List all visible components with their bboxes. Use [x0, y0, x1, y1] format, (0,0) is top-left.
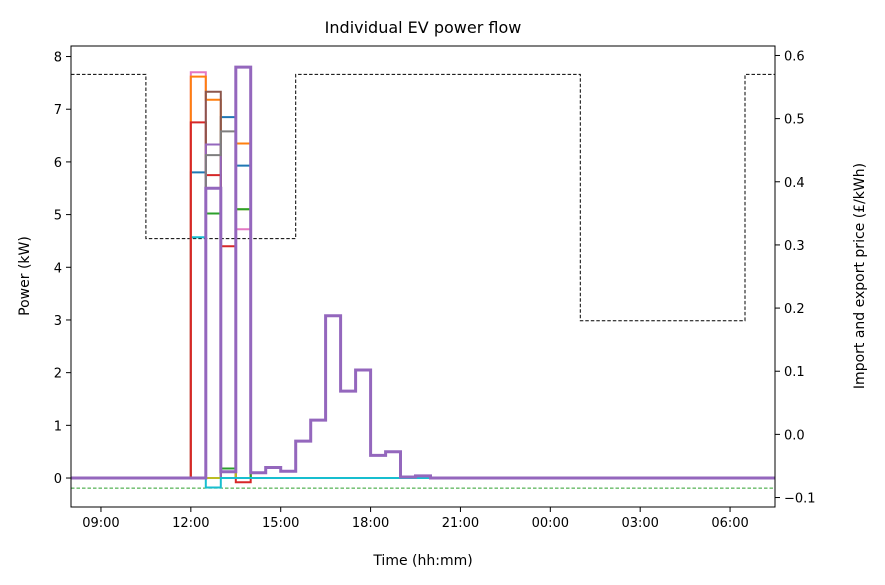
- y-tick-label: 2: [54, 367, 62, 382]
- x-tick-label: 18:00: [352, 516, 389, 531]
- x-tick-label: 21:00: [442, 516, 479, 531]
- plot-frame: [70, 45, 776, 508]
- x-tick-label: 00:00: [532, 516, 569, 531]
- x-axis: 09:00 12:00 15:00 18:00 21:00 00:00 03:00 06:00: [82, 507, 749, 531]
- y2-tick-label: 0.1: [784, 365, 805, 380]
- y-tick-label: 3: [54, 314, 62, 329]
- plot-area: [71, 65, 775, 489]
- x-tick-label: 06:00: [711, 516, 748, 531]
- y2-tick-label: 0.0: [784, 428, 805, 443]
- y-axis-right: −0.1 0.0 0.1 0.2 0.3 0.4 0.5 0.6: [775, 49, 816, 507]
- y2-tick-label: 0.3: [784, 239, 805, 254]
- import-price-line: [71, 73, 775, 322]
- ev-power-series-12: [71, 65, 775, 480]
- y-axis-left: 0 1 2 3 4 5 6 7 8: [54, 51, 71, 487]
- y2-tick-label: 0.5: [784, 113, 805, 128]
- x-tick-label: 12:00: [172, 516, 209, 531]
- y-tick-label: 0: [54, 472, 62, 487]
- ev-power-series-3: [71, 71, 775, 479]
- ev-power-series-9: [71, 208, 775, 479]
- y2-axis-label: Import and export price (£/kWh): [852, 163, 868, 389]
- ev-power-series-7: [71, 143, 775, 479]
- y2-tick-label: −0.1: [784, 492, 816, 507]
- y-tick-label: 4: [54, 261, 62, 276]
- ev-power-series-10: [71, 208, 775, 479]
- y2-tick-label: 0.6: [784, 49, 805, 64]
- ev-power-series-4: [71, 75, 775, 479]
- y-tick-label: 7: [54, 103, 62, 118]
- ev-power-series-2: [71, 116, 775, 479]
- y-tick-label: 8: [54, 51, 62, 66]
- ev-power-series-6: [71, 90, 775, 479]
- ev-power-series-5: [71, 121, 775, 484]
- y-tick-label: 6: [54, 156, 62, 171]
- y2-tick-label: 0.2: [784, 302, 805, 317]
- x-axis-label: Time (hh:mm): [372, 553, 472, 569]
- ev-power-series-8: [71, 130, 775, 479]
- y-axis-label: Power (kW): [17, 236, 33, 316]
- x-tick-label: 09:00: [82, 516, 119, 531]
- y-tick-label: 5: [54, 209, 62, 224]
- y2-tick-label: 0.4: [784, 176, 805, 191]
- ev-power-series-1: [71, 236, 775, 479]
- chart-title: Individual EV power flow: [325, 18, 522, 37]
- x-tick-label: 15:00: [262, 516, 299, 531]
- x-tick-label: 03:00: [621, 516, 658, 531]
- y-tick-label: 1: [54, 419, 62, 434]
